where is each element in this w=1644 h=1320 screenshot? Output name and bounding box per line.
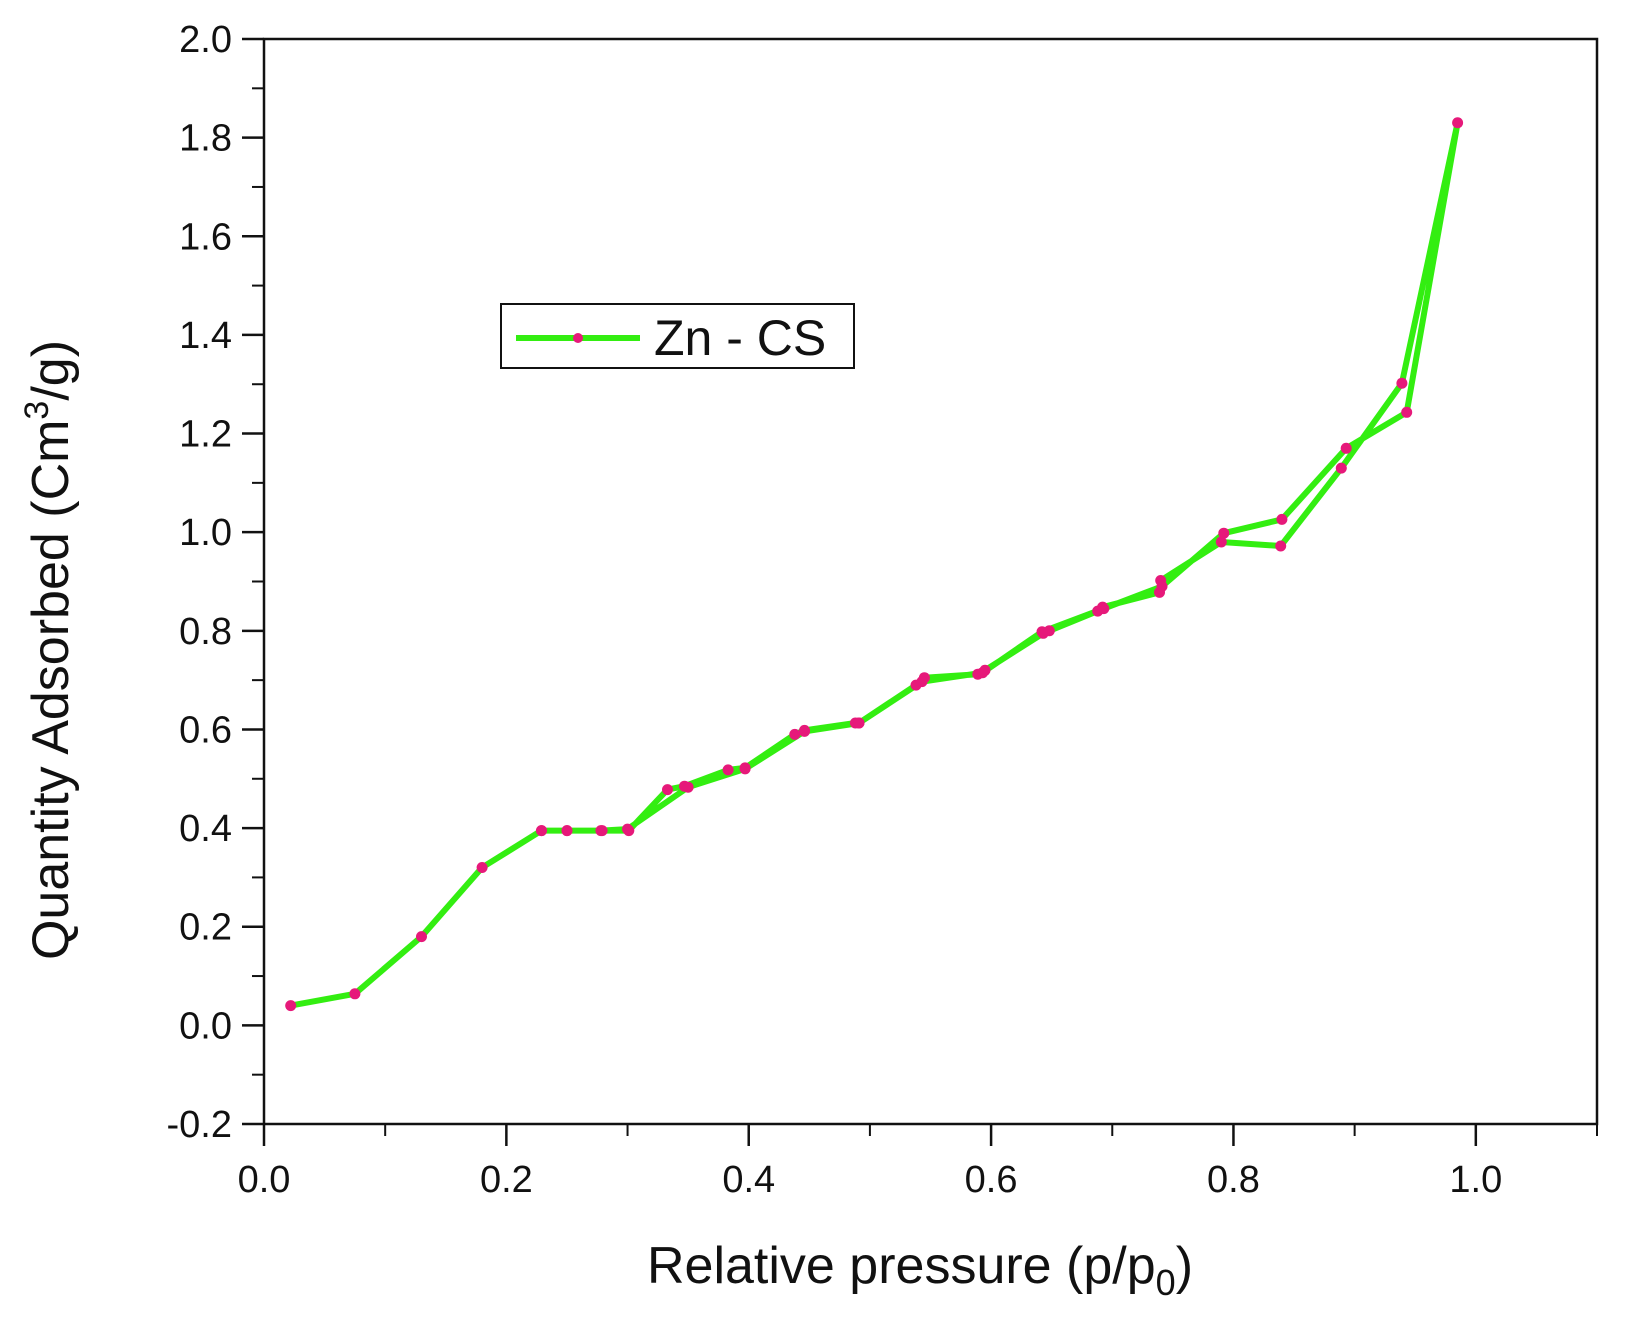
data-point — [722, 764, 734, 776]
x-tick-label: 0.4 — [722, 1159, 775, 1201]
data-point — [1276, 513, 1288, 525]
data-point — [416, 931, 427, 943]
axes: -0.20.00.20.40.60.81.01.21.41.61.82.00.0… — [167, 19, 1599, 1201]
data-point — [1401, 406, 1413, 418]
x-tick-label: 0.0 — [238, 1159, 291, 1201]
series-zn-cs — [285, 117, 1464, 1012]
y-axis-title: Quantity Adsorbed (Cm3/g) — [18, 340, 80, 960]
data-point — [595, 825, 607, 837]
legend-box — [500, 303, 855, 369]
data-point — [1275, 540, 1287, 552]
y-tick-label: 0.0 — [179, 1005, 232, 1047]
data-point — [853, 717, 865, 729]
legend: Zn - CS — [500, 303, 855, 369]
data-point — [799, 725, 810, 737]
data-point — [662, 784, 673, 796]
data-point — [1335, 462, 1347, 474]
y-tick-label: 0.4 — [179, 808, 232, 850]
plot-area — [264, 39, 1597, 1124]
x-tick-label: 0.2 — [480, 1159, 533, 1201]
data-point — [285, 1000, 297, 1012]
data-point — [1396, 377, 1408, 389]
plot-background — [264, 39, 1597, 1124]
legend-label: Zn - CS — [654, 310, 826, 366]
y-tick-label: 0.8 — [179, 611, 232, 653]
data-point — [1036, 626, 1048, 638]
data-point — [622, 823, 633, 835]
data-point — [916, 676, 928, 688]
x-tick-label: 0.8 — [1207, 1159, 1260, 1201]
data-point — [682, 781, 694, 793]
data-point — [349, 988, 361, 1000]
data-point — [476, 862, 488, 873]
y-tick-label: 1.4 — [179, 315, 232, 357]
data-point — [561, 825, 573, 837]
y-tick-label: -0.2 — [167, 1104, 232, 1146]
y-tick-label: 1.6 — [179, 216, 232, 258]
y-tick-label: 1.8 — [179, 118, 232, 160]
data-point — [1218, 527, 1230, 539]
x-axis-title: Relative pressure (p/p0) — [647, 1237, 1193, 1303]
data-point — [1215, 536, 1227, 548]
y-tick-label: 1.2 — [179, 414, 232, 456]
y-tick-label: 1.0 — [179, 512, 232, 554]
data-point — [789, 728, 801, 740]
data-point — [1452, 117, 1464, 129]
y-tick-label: 0.2 — [179, 907, 232, 949]
data-point — [1156, 580, 1168, 592]
data-point — [739, 763, 751, 775]
data-point — [1340, 442, 1352, 454]
data-point — [536, 825, 547, 837]
data-point — [1098, 603, 1110, 615]
y-tick-label: 2.0 — [179, 19, 232, 61]
data-point — [977, 667, 989, 679]
legend-marker-swatch — [573, 333, 583, 343]
series-line — [287, 119, 1461, 1009]
y-tick-label: 0.6 — [179, 709, 232, 751]
x-tick-label: 1.0 — [1449, 1159, 1502, 1201]
x-tick-label: 0.6 — [965, 1159, 1018, 1201]
